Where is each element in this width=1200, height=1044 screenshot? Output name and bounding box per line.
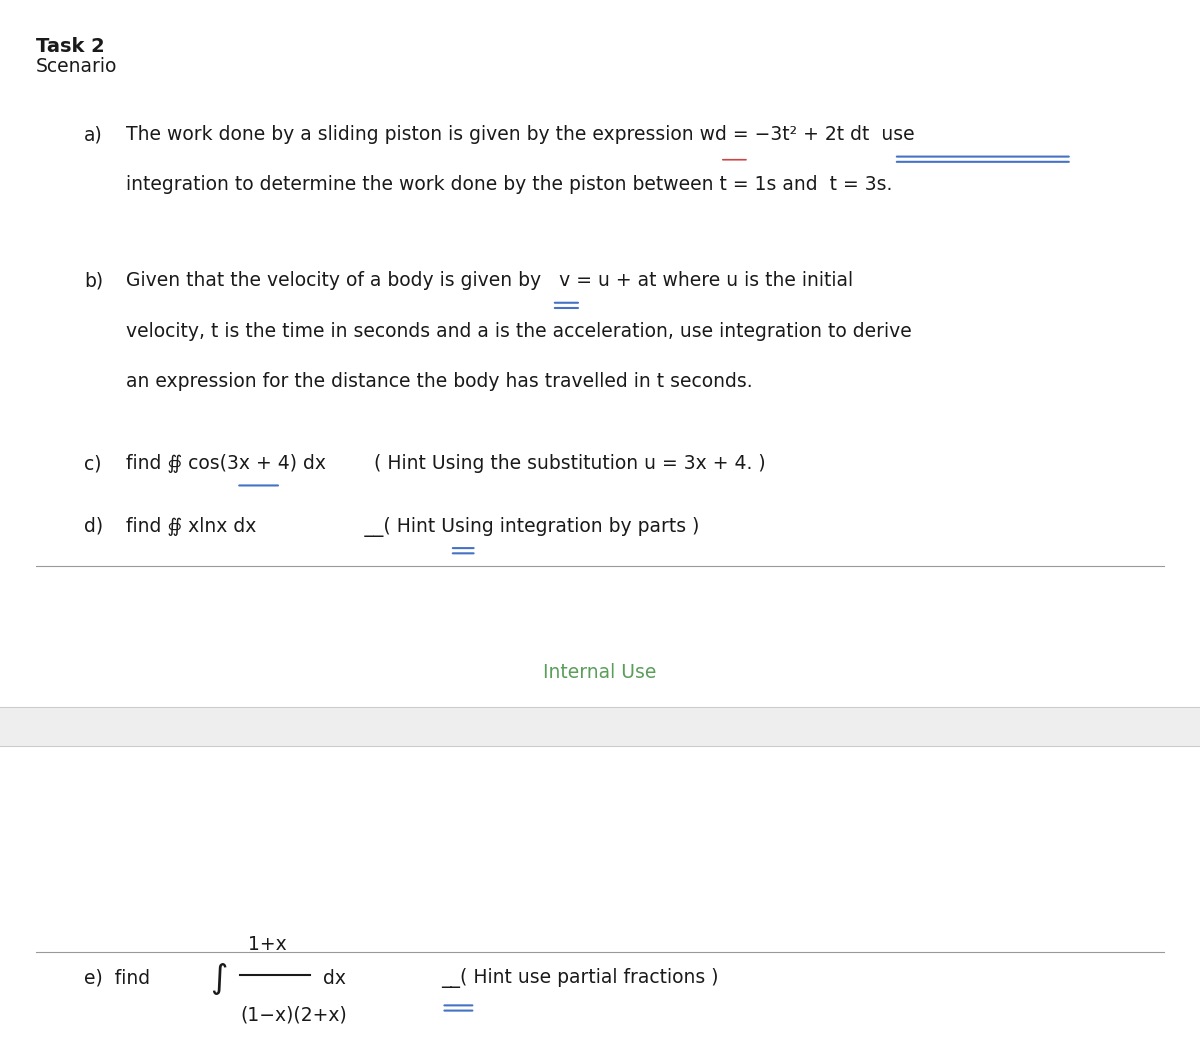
Text: find ∯ xlnx dx                  __( Hint Using integration by parts ): find ∯ xlnx dx __( Hint Using integratio…	[126, 517, 700, 537]
Text: Given that the velocity of a body is given by   v = u + at where u is the initia: Given that the velocity of a body is giv…	[126, 271, 853, 290]
Text: The work done by a sliding piston is given by the expression wd = −3t² + 2t dt  : The work done by a sliding piston is giv…	[126, 125, 914, 144]
Text: an expression for the distance the body has travelled in t seconds.: an expression for the distance the body …	[126, 372, 752, 390]
Text: b): b)	[84, 271, 103, 290]
Text: e)  find: e) find	[84, 969, 150, 988]
Text: Task 2: Task 2	[36, 37, 104, 55]
Text: integration to determine the work done by the piston between t = 1s and  t = 3s.: integration to determine the work done b…	[126, 175, 893, 194]
Text: Scenario: Scenario	[36, 57, 118, 76]
Text: velocity, t is the time in seconds and a is the acceleration, use integration to: velocity, t is the time in seconds and a…	[126, 322, 912, 340]
Text: d): d)	[84, 517, 103, 536]
Text: find ∯ cos(3x + 4) dx        ( Hint Using the substitution u = 3x + 4. ): find ∯ cos(3x + 4) dx ( Hint Using the s…	[126, 454, 766, 473]
Text: a): a)	[84, 125, 103, 144]
Text: c): c)	[84, 454, 102, 473]
Bar	[0, 707, 1200, 746]
Text: dx: dx	[317, 969, 346, 988]
Text: __( Hint use partial fractions ): __( Hint use partial fractions )	[442, 968, 719, 989]
Text: 1+x: 1+x	[248, 935, 287, 954]
Text: (1−x)(2+x): (1−x)(2+x)	[240, 1005, 347, 1024]
Text: Internal Use: Internal Use	[544, 663, 656, 682]
Text: ∫: ∫	[210, 962, 227, 995]
